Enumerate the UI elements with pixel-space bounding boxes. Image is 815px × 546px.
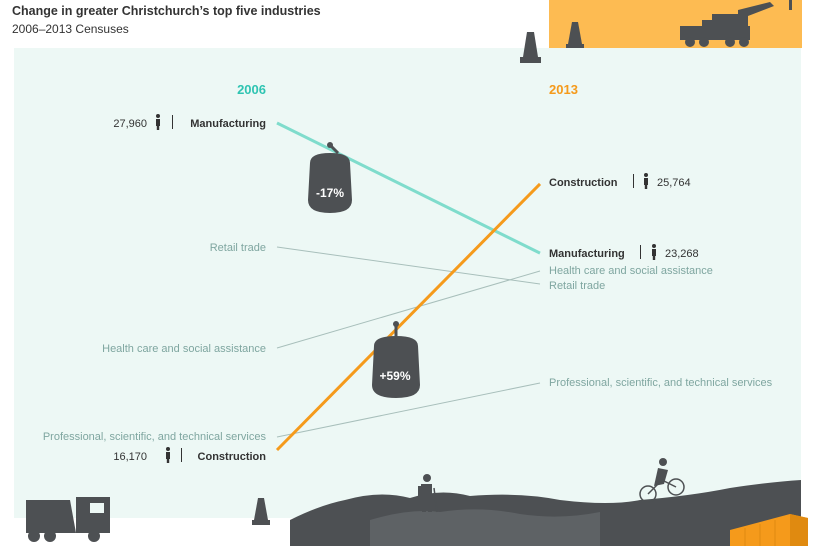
person-icon	[166, 447, 170, 463]
left-construction-value: 16,170	[113, 451, 147, 463]
dump-truck-icon	[26, 497, 110, 542]
construction-series-line	[275, 182, 542, 452]
health-care-line	[276, 270, 541, 349]
manufacturing-change-badge: -17%	[316, 186, 344, 200]
person-icon	[156, 114, 160, 130]
year-2006-label: 2006	[237, 82, 266, 97]
chart-panel	[14, 48, 801, 518]
left-professional-label: Professional, scientific, and technical …	[43, 431, 267, 443]
year-2013-label: 2013	[549, 82, 578, 97]
chart-subtitle: 2006–2013 Censuses	[12, 22, 129, 36]
crane-truck-icon	[680, 0, 792, 47]
cyclist-icon	[639, 458, 685, 503]
gondola-icon	[372, 321, 420, 398]
right-construction-value: 25,764	[657, 177, 691, 189]
right-manufacturing-name: Manufacturing	[549, 248, 625, 260]
manufacturing-series-line	[276, 121, 541, 255]
left-retail-label: Retail trade	[210, 242, 266, 254]
traffic-cone-icon	[252, 498, 270, 525]
chart-title: Change in greater Christchurch’s top fiv…	[12, 4, 321, 18]
construction-change-badge: +59%	[379, 369, 410, 383]
left-health-label: Health care and social assistance	[102, 343, 266, 355]
retail-trade-line	[276, 246, 541, 285]
left-manufacturing-name: Manufacturing	[190, 118, 266, 130]
label-divider	[633, 174, 634, 188]
right-retail-label: Retail trade	[549, 280, 605, 292]
label-divider	[640, 245, 641, 259]
professional-services-line	[276, 382, 541, 438]
traffic-cone-icon	[520, 32, 541, 63]
gondola-icon	[308, 142, 352, 213]
person-icon	[652, 244, 656, 260]
label-divider	[181, 448, 182, 462]
person-icon	[644, 173, 648, 189]
traffic-cone-icon	[566, 22, 584, 48]
hills-icon	[370, 509, 600, 546]
left-manufacturing-value: 27,960	[113, 118, 147, 130]
right-professional-label: Professional, scientific, and technical …	[549, 377, 773, 389]
hiker-icon	[418, 474, 438, 513]
shipping-container-icon	[730, 514, 808, 546]
right-health-label: Health care and social assistance	[549, 265, 713, 277]
label-divider	[172, 115, 173, 129]
left-construction-name: Construction	[198, 451, 267, 463]
right-construction-name: Construction	[549, 177, 618, 189]
right-manufacturing-value: 23,268	[665, 248, 699, 260]
